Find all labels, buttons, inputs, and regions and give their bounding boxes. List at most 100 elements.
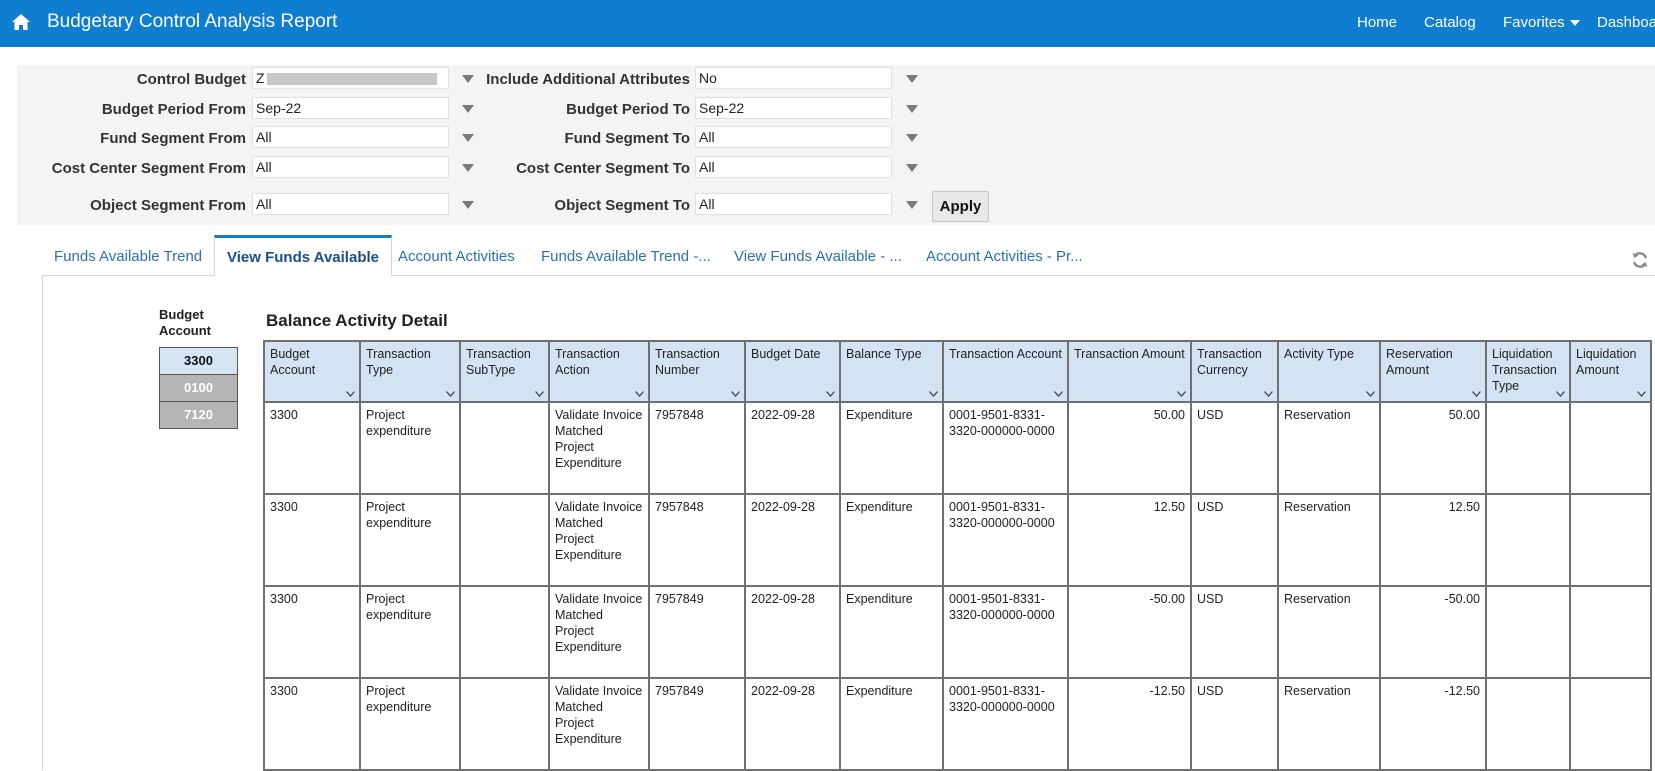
table-cell: 2022-09-28 [744, 401, 841, 495]
fund-segment-from-dropdown-icon[interactable] [462, 134, 474, 142]
table-cell [1485, 401, 1571, 495]
cost-center-to-label: Cost Center Segment To [516, 160, 690, 177]
cost-center-from-field[interactable]: All [252, 156, 449, 178]
table-cell: 3300 [263, 585, 361, 679]
object-segment-from-field[interactable]: All [252, 193, 449, 215]
chevron-down-icon[interactable] [1264, 391, 1273, 397]
budget-period-to-field[interactable]: Sep-22 [695, 97, 892, 119]
nav-favorites-label: Favorites [1503, 14, 1565, 31]
chevron-down-icon[interactable] [535, 391, 544, 397]
column-header-label: Budget Account [270, 347, 316, 377]
fund-segment-to-dropdown-icon[interactable] [906, 134, 918, 142]
column-header[interactable]: Budget Account [263, 340, 361, 403]
chevron-down-icon[interactable] [346, 391, 355, 397]
budget-account-option-0100[interactable]: 0100 [159, 374, 238, 402]
column-header[interactable]: Liquidation Transaction Type [1485, 340, 1571, 403]
column-header[interactable]: Transaction Action [548, 340, 650, 403]
table-cell: 12.50 [1379, 493, 1487, 587]
fund-segment-to-field[interactable]: All [695, 126, 892, 148]
budget-period-to-dropdown-icon[interactable] [906, 105, 918, 113]
column-header[interactable]: Activity Type [1277, 340, 1381, 403]
column-header-label: Transaction Account [949, 347, 1062, 361]
budget-period-from-dropdown-icon[interactable] [462, 105, 474, 113]
tab-funds-available-trend[interactable]: Funds Available Trend [54, 248, 203, 265]
table-cell [1485, 677, 1571, 771]
chevron-down-icon[interactable] [1177, 391, 1186, 397]
tab-funds-available-trend-2[interactable]: Funds Available Trend -... [541, 248, 711, 265]
column-header[interactable]: Transaction Amount [1067, 340, 1192, 403]
table-cell: 0001-9501-8331-3320-000000-0000 [942, 493, 1069, 587]
table-cell: Validate Invoice Matched Project Expendi… [548, 401, 650, 495]
chevron-down-icon[interactable] [446, 391, 455, 397]
include-additional-dropdown-icon[interactable] [906, 75, 918, 83]
cost-center-to-dropdown-icon[interactable] [906, 164, 918, 172]
object-segment-from-dropdown-icon[interactable] [462, 201, 474, 209]
table-title: Balance Activity Detail [266, 311, 448, 330]
apply-button[interactable]: Apply [932, 191, 989, 222]
nav-dashboards[interactable]: Dashboa [1597, 14, 1655, 31]
tab-account-activities[interactable]: Account Activities [398, 248, 515, 265]
object-segment-to-dropdown-icon[interactable] [906, 201, 918, 209]
budget-account-option-3300[interactable]: 3300 [159, 347, 238, 375]
table-cell: 7957849 [648, 677, 746, 771]
nav-home[interactable]: Home [1357, 14, 1398, 31]
tab-account-activities-2[interactable]: Account Activities - Pr... [926, 248, 1083, 265]
budget-period-from-field[interactable]: Sep-22 [252, 97, 449, 119]
table-cell: Expenditure [839, 401, 944, 495]
table-cell: -50.00 [1379, 585, 1487, 679]
tab-view-funds-available-2[interactable]: View Funds Available - ... [734, 248, 902, 265]
tab-view-funds-available[interactable]: View Funds Available [214, 235, 392, 277]
top-bar: Budgetary Control Analysis Report Home C… [0, 0, 1655, 47]
table-cell [1569, 585, 1652, 679]
column-header[interactable]: Reservation Amount [1379, 340, 1487, 403]
column-header-label: Transaction Amount [1074, 347, 1185, 361]
table-cell: 7957849 [648, 585, 746, 679]
table-cell: 3300 [263, 677, 361, 771]
column-header[interactable]: Balance Type [839, 340, 944, 403]
object-segment-to-field[interactable]: All [695, 193, 892, 215]
object-segment-to-label: Object Segment To [554, 197, 690, 214]
column-header-label: Transaction Type [366, 347, 431, 377]
table-row: 3300 Project expenditure Validate Invoice … [263, 493, 1652, 587]
table-cell: Expenditure [839, 493, 944, 587]
table-cell: 50.00 [1067, 401, 1192, 495]
refresh-icon[interactable] [1630, 250, 1650, 270]
chevron-down-icon[interactable] [1366, 391, 1375, 397]
column-header[interactable]: Transaction Type [359, 340, 461, 403]
column-header[interactable]: Transaction SubType [459, 340, 550, 403]
control-budget-field[interactable]: Z [252, 67, 449, 89]
table-cell: USD [1190, 493, 1279, 587]
table-cell: 7957848 [648, 493, 746, 587]
cost-center-from-dropdown-icon[interactable] [462, 164, 474, 172]
table-cell: -12.50 [1067, 677, 1192, 771]
table-cell: Project expenditure [359, 401, 461, 495]
chevron-down-icon[interactable] [635, 391, 644, 397]
column-header-label: Transaction Number [655, 347, 720, 377]
column-header[interactable]: Budget Date [744, 340, 841, 403]
control-budget-value: Z [256, 70, 265, 86]
fund-segment-from-field[interactable]: All [252, 126, 449, 148]
control-budget-dropdown-icon[interactable] [462, 75, 474, 83]
table-cell: 0001-9501-8331-3320-000000-0000 [942, 585, 1069, 679]
home-icon[interactable] [11, 13, 31, 31]
column-header-label: Budget Date [751, 347, 821, 361]
chevron-down-icon[interactable] [1054, 391, 1063, 397]
object-segment-from-label: Object Segment From [90, 197, 246, 214]
column-header[interactable]: Transaction Account [942, 340, 1069, 403]
table-cell: Expenditure [839, 585, 944, 679]
column-header[interactable]: Transaction Currency [1190, 340, 1279, 403]
chevron-down-icon[interactable] [1556, 391, 1565, 397]
include-additional-field[interactable]: No [695, 67, 892, 89]
chevron-down-icon[interactable] [929, 391, 938, 397]
chevron-down-icon[interactable] [1472, 391, 1481, 397]
column-header[interactable]: Transaction Number [648, 340, 746, 403]
nav-favorites[interactable]: Favorites [1503, 14, 1580, 31]
chevron-down-icon[interactable] [826, 391, 835, 397]
app-title: Budgetary Control Analysis Report [47, 11, 338, 32]
budget-account-option-7120[interactable]: 7120 [159, 401, 238, 429]
cost-center-to-field[interactable]: All [695, 156, 892, 178]
nav-catalog[interactable]: Catalog [1424, 14, 1476, 31]
chevron-down-icon[interactable] [731, 391, 740, 397]
chevron-down-icon[interactable] [1637, 391, 1646, 397]
column-header[interactable]: Liquidation Amount [1569, 340, 1652, 403]
